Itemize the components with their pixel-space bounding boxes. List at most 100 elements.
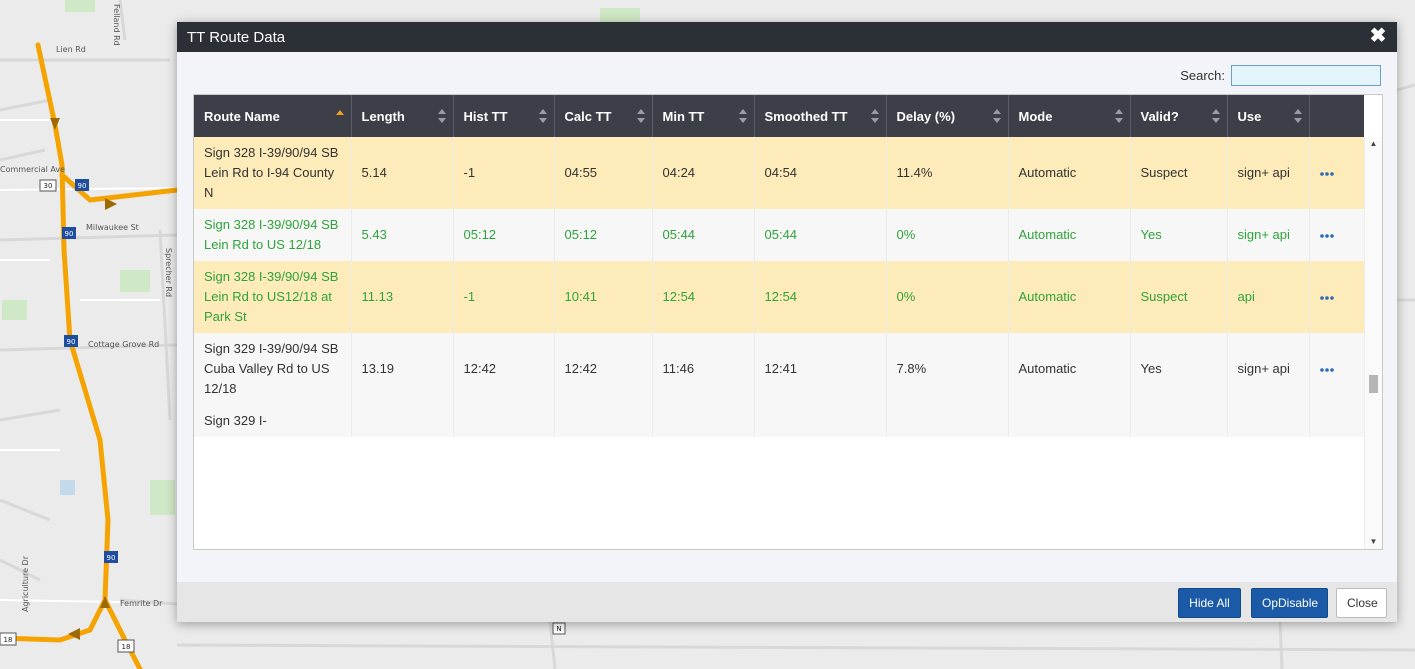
column-header[interactable]: Min TT <box>652 95 755 137</box>
county-shield-n: N <box>552 622 566 635</box>
hist-tt-cell: -1 <box>453 261 555 333</box>
column-header[interactable]: Delay (%) <box>886 95 1009 137</box>
column-header[interactable]: Length <box>351 95 454 137</box>
svg-text:18: 18 <box>122 643 131 651</box>
modal-title: TT Route Data <box>187 28 286 46</box>
table-scrollbar[interactable]: ▲ ▼ <box>1364 137 1382 549</box>
table-row[interactable]: Sign 328 I-39/90/94 SB Lein Rd to US12/1… <box>194 261 1364 333</box>
use-cell: sign+ api <box>1227 209 1310 261</box>
us-shield: 18 <box>117 639 135 653</box>
search-input[interactable] <box>1231 65 1381 86</box>
close-icon[interactable]: ✖ <box>1369 25 1387 47</box>
smoothed-tt-cell: 04:54 <box>754 137 887 209</box>
table-row[interactable]: Sign 329 I- <box>194 405 1364 437</box>
sort-icon[interactable] <box>738 108 747 124</box>
valid-cell: Suspect <box>1130 261 1228 333</box>
min-tt-cell: 05:44 <box>652 209 755 261</box>
scroll-thumb[interactable] <box>1369 375 1378 393</box>
valid-cell: Suspect <box>1130 137 1228 209</box>
hist-tt-cell: -1 <box>453 137 555 209</box>
sort-icon[interactable] <box>538 108 547 124</box>
modal-body: Search: Route Name Length Hist TT Calc TT Mi… <box>177 52 1397 582</box>
min-tt-cell: 11:46 <box>652 333 755 405</box>
scroll-up-arrow[interactable]: ▲ <box>1369 139 1378 148</box>
search-bar: Search: <box>1180 65 1381 86</box>
route-table: Route Name Length Hist TT Calc TT Min TT Smoo… <box>193 94 1383 550</box>
column-header[interactable] <box>1309 95 1364 137</box>
sort-icon[interactable] <box>992 108 1001 124</box>
column-header[interactable]: Route Name <box>194 95 352 137</box>
more-options-icon[interactable] <box>1319 367 1334 373</box>
calc-tt-cell <box>554 405 653 437</box>
sort-icon[interactable] <box>1211 108 1220 124</box>
sort-icon[interactable] <box>636 108 645 124</box>
more-options-icon[interactable] <box>1319 233 1334 239</box>
modal-header: TT Route Data <box>177 22 1397 52</box>
smoothed-tt-cell: 05:44 <box>754 209 887 261</box>
use-cell: api <box>1227 261 1310 333</box>
svg-text:90: 90 <box>107 554 116 562</box>
calc-tt-cell: 12:42 <box>554 333 653 405</box>
sort-icon[interactable] <box>1114 108 1123 124</box>
route-shield-30: 30 <box>39 179 57 192</box>
map-label: Commercial Ave <box>0 165 65 174</box>
mode-cell: Automatic <box>1008 333 1131 405</box>
use-cell: sign+ api <box>1227 137 1310 209</box>
column-header[interactable]: Mode <box>1008 95 1131 137</box>
svg-text:90: 90 <box>65 230 74 238</box>
smoothed-tt-cell: 12:41 <box>754 333 887 405</box>
delay-cell: 0% <box>886 209 1009 261</box>
sort-icon[interactable] <box>437 108 446 124</box>
valid-cell <box>1130 405 1228 437</box>
table-row[interactable]: Sign 328 I-39/90/94 SB Lein Rd to US 12/… <box>194 209 1364 261</box>
valid-cell: Yes <box>1130 209 1228 261</box>
length-cell: 5.43 <box>351 209 454 261</box>
sort-icon[interactable] <box>1293 108 1302 124</box>
interstate-shield: 90 <box>75 179 89 191</box>
svg-text:18: 18 <box>4 636 13 644</box>
scroll-down-arrow[interactable]: ▼ <box>1369 537 1378 546</box>
us-shield: 18 <box>0 632 17 646</box>
column-header-label: Min TT <box>662 108 705 124</box>
delay-cell: 11.4% <box>886 137 1009 209</box>
row-actions-cell <box>1309 137 1364 209</box>
opdisable-button[interactable]: OpDisable <box>1251 588 1328 618</box>
column-header-label: Use <box>1237 108 1262 124</box>
mode-cell: Automatic <box>1008 209 1131 261</box>
route-name-cell: Sign 328 I-39/90/94 SB Lein Rd to US 12/… <box>194 209 352 261</box>
column-header-label: Length <box>361 108 405 124</box>
column-header-label: Smoothed TT <box>764 108 848 124</box>
sort-asc-icon[interactable] <box>335 108 344 124</box>
svg-text:N: N <box>556 625 561 633</box>
delay-cell: 7.8% <box>886 333 1009 405</box>
interstate-shield: 90 <box>104 551 118 563</box>
column-header[interactable]: Valid? <box>1130 95 1228 137</box>
column-header-label: Mode <box>1018 108 1053 124</box>
column-header[interactable]: Use <box>1227 95 1310 137</box>
use-cell: sign+ api <box>1227 333 1310 405</box>
column-header[interactable]: Smoothed TT <box>754 95 887 137</box>
column-header-label: Route Name <box>204 108 280 124</box>
more-options-icon[interactable] <box>1319 171 1334 177</box>
route-name-cell: Sign 329 I-39/90/94 SB Cuba Valley Rd to… <box>194 333 352 405</box>
sort-icon[interactable] <box>870 108 879 124</box>
more-options-icon[interactable] <box>1319 295 1334 301</box>
search-label: Search: <box>1180 68 1225 83</box>
hide-all-button[interactable]: Hide All <box>1178 588 1241 618</box>
column-header[interactable]: Hist TT <box>453 95 555 137</box>
column-header-label: Calc TT <box>564 108 612 124</box>
table-row[interactable]: Sign 328 I-39/90/94 SB Lein Rd to I-94 C… <box>194 137 1364 209</box>
column-header-label: Hist TT <box>463 108 508 124</box>
route-name-cell: Sign 328 I-39/90/94 SB Lein Rd to I-94 C… <box>194 137 352 209</box>
column-header-label: Delay (%) <box>896 108 956 124</box>
mode-cell: Automatic <box>1008 261 1131 333</box>
map-label: Sprecher Rd <box>164 248 173 297</box>
svg-text:30: 30 <box>44 182 53 190</box>
length-cell: 5.14 <box>351 137 454 209</box>
table-row[interactable]: Sign 329 I-39/90/94 SB Cuba Valley Rd to… <box>194 333 1364 405</box>
route-data-modal: TT Route Data ✖ Search: Route Name Length… <box>177 22 1397 622</box>
column-header[interactable]: Calc TT <box>554 95 653 137</box>
row-actions-cell <box>1309 405 1364 437</box>
close-button[interactable]: Close <box>1336 588 1387 618</box>
svg-text:90: 90 <box>67 338 76 346</box>
